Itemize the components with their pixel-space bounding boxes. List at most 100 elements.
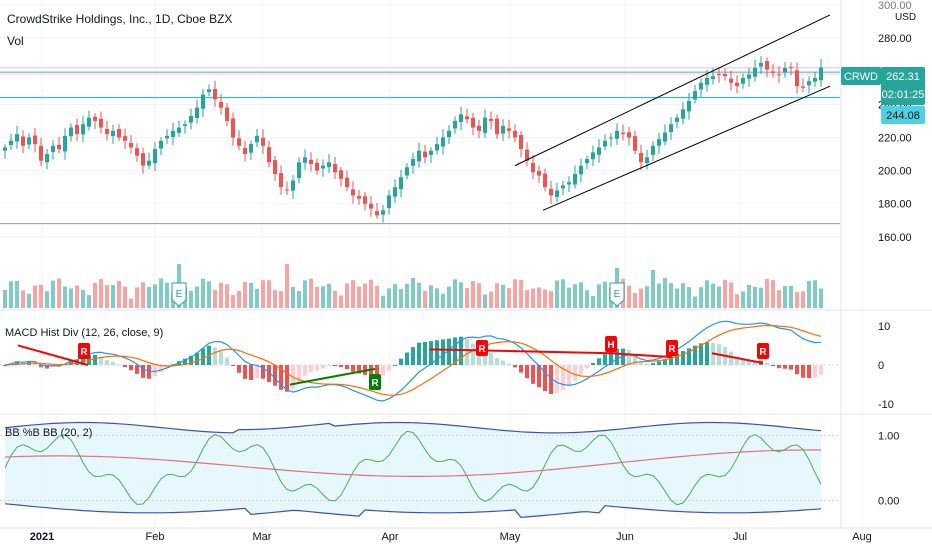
candle-body [693,91,697,100]
volume-bar [87,295,91,308]
volume-bar [471,281,475,308]
macd-hist-bar [567,365,571,387]
macd-hist-bar [513,365,517,368]
macd-hist-bar [417,342,421,365]
volume-bar [297,291,301,308]
candle-body [357,196,361,199]
candle-body [747,74,751,79]
macd-hist-bar [621,348,625,365]
volume-bar [573,284,577,308]
macd-hist-bar [159,365,163,372]
volume-bar [387,288,391,308]
volume-bar [411,278,415,308]
candle-body [705,77,709,85]
macd-hist-bar [819,365,823,375]
volume-bar [315,286,319,308]
volume-bar [327,283,331,308]
candle-body [165,135,169,139]
macd-hist-bar [183,358,187,365]
candle-body [129,143,133,148]
macd-hist-bar [489,352,493,365]
macd-hist-bar [777,365,781,369]
macd-hist-bar [123,365,127,368]
candle-body [297,162,301,179]
candle-body [243,147,247,155]
candle-body [687,101,691,112]
macd-hist-bar [309,365,313,373]
volume-bar [339,295,343,308]
volume-bar [465,288,469,308]
candle-body [177,127,181,133]
candle-body [285,189,289,191]
macd-hist-bar [807,365,811,379]
candle-body [675,117,679,122]
price-tick-label: 160.00 [878,232,912,244]
macd-hist-bar [687,348,691,365]
volume-bar [585,290,589,308]
candle-body [711,76,715,79]
date-tick-label: 2021 [30,531,54,543]
candle-body [801,86,805,88]
divergence-line [611,352,673,359]
macd-hist-bar [675,353,679,365]
volume-bar [435,288,439,308]
macd-hist-bar [3,365,7,366]
macd-hist-bar [609,351,613,365]
macd-hist-bar [555,365,559,394]
macd-hist-bar [735,356,739,365]
macd-hist-bar [519,365,523,373]
volume-bar [99,279,103,308]
candle-body [549,188,553,196]
volume-bar [729,282,733,308]
price-tick-label: 280.00 [878,33,912,45]
candle-body [393,187,397,197]
date-tick-label: Mar [253,531,272,543]
volume-bar [429,285,433,308]
last-price-tag [881,67,925,105]
volume-bar [219,282,223,308]
volume-bar [105,285,109,308]
macd-hist-bar [549,365,553,395]
macd-hist-bar [45,365,49,369]
candle-body [147,160,151,166]
macd-tick-label: 10 [878,321,890,333]
volume-bar [459,282,463,308]
macd-hist-bar [111,361,115,365]
volume-bar [753,286,757,308]
candle-body [315,162,319,171]
candle-body [39,145,43,161]
volume-bar [111,285,115,308]
candle-body [225,107,229,121]
candle-body [771,71,775,73]
candle-body [465,116,469,120]
volume-bar [639,288,643,308]
volume-bar [591,295,595,308]
macd-hist-bar [201,348,205,365]
candle-body [483,117,487,133]
volume-bar [543,289,547,308]
candle-body [681,109,685,119]
volume-bar [285,264,289,308]
macd-hist-bar [171,364,175,366]
price-tick-label: 200.00 [878,166,912,178]
candle-body [717,73,721,75]
macd-hist-bar [411,347,415,365]
candle-body [249,144,253,153]
date-tick-label: Aug [852,531,872,543]
volume-bar [441,293,445,308]
countdown-label: 02:01:25 [882,89,925,101]
candle-body [417,150,421,162]
macd-hist-bar [747,360,751,365]
divergence-line [289,367,376,386]
macd-tick-label: -10 [878,399,894,411]
volume-bar [255,288,259,308]
candle-body [375,211,379,216]
candle-body [183,124,187,126]
macd-hist-bar [255,365,259,379]
candle-body [537,171,541,176]
candle-body [429,150,433,155]
volume-bar [141,282,145,308]
volume-bar [501,284,505,308]
macd-hist-bar [141,365,145,378]
